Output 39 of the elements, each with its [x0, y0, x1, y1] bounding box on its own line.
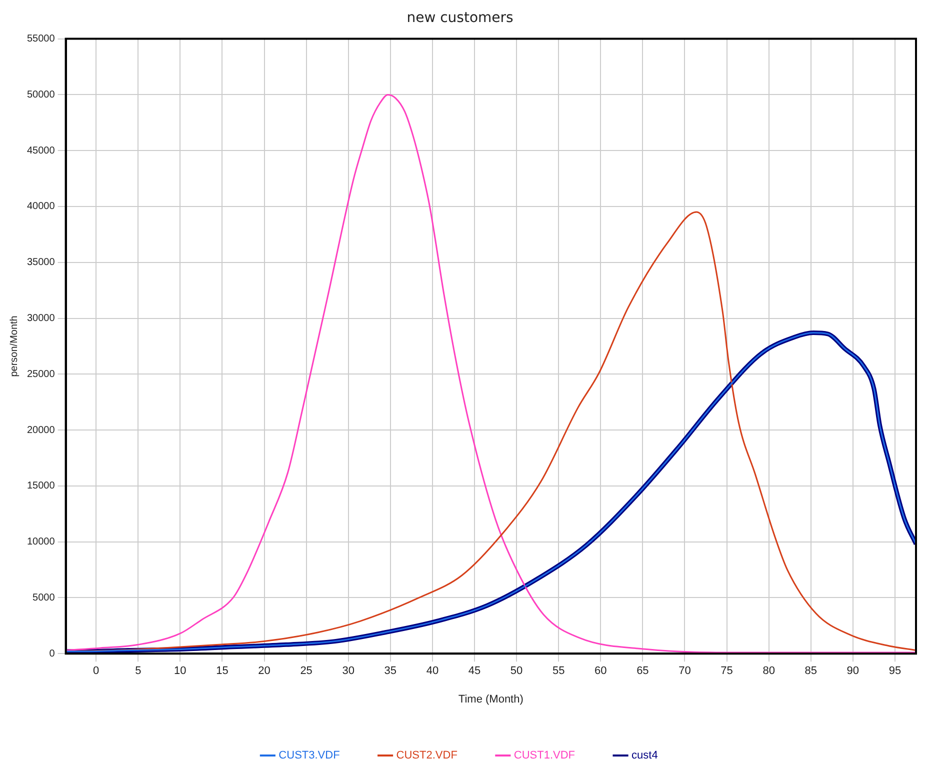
- y-tick-label: 20000: [26, 424, 56, 436]
- x-tick-label: 35: [384, 665, 397, 678]
- x-tick-label: 90: [846, 665, 860, 678]
- y-tick-label: 45000: [26, 145, 56, 156]
- legend-label: CUST1.VDF: [514, 750, 576, 762]
- x-tick-label: 25: [300, 665, 312, 678]
- x-tick-label: 30: [342, 665, 354, 678]
- y-tick-label: 30000: [26, 313, 56, 324]
- x-tick-label: 20: [258, 665, 270, 678]
- x-tick-label: 85: [804, 665, 818, 678]
- y-tick-label: 55000: [26, 34, 56, 45]
- x-tick-label: 80: [762, 665, 775, 678]
- y-tick-label: 10000: [26, 536, 56, 548]
- legend-label: CUST2.VDF: [396, 750, 458, 762]
- x-tick-label: 10: [174, 665, 186, 678]
- x-tick-label: 0: [93, 665, 100, 678]
- y-axis-title: person/Month: [8, 316, 20, 377]
- x-tick-label: 55: [552, 665, 565, 678]
- y-tick-label: 0: [49, 648, 56, 660]
- legend-label: CUST3.VDF: [278, 750, 340, 762]
- y-tick-label: 50000: [26, 89, 56, 100]
- y-tick-label: 5000: [32, 592, 56, 604]
- y-tick-label: 25000: [26, 368, 56, 380]
- x-tick-label: 60: [594, 665, 607, 678]
- chart-title: new customers: [406, 10, 514, 26]
- x-axis-title: Time (Month): [458, 693, 524, 706]
- y-tick-label: 35000: [26, 257, 56, 268]
- legend-label: cust4: [632, 750, 658, 762]
- x-tick-label: 75: [720, 665, 733, 678]
- x-tick-label: 15: [216, 665, 228, 678]
- x-tick-label: 70: [678, 665, 691, 678]
- x-tick-label: 45: [468, 665, 481, 678]
- y-tick-label: 40000: [26, 201, 56, 212]
- x-tick-label: 95: [888, 665, 902, 678]
- x-tick-label: 40: [426, 665, 439, 678]
- x-tick-label: 65: [636, 665, 649, 678]
- x-tick-label: 50: [510, 665, 523, 678]
- x-tick-label: 5: [135, 665, 142, 678]
- y-tick-label: 15000: [26, 480, 56, 492]
